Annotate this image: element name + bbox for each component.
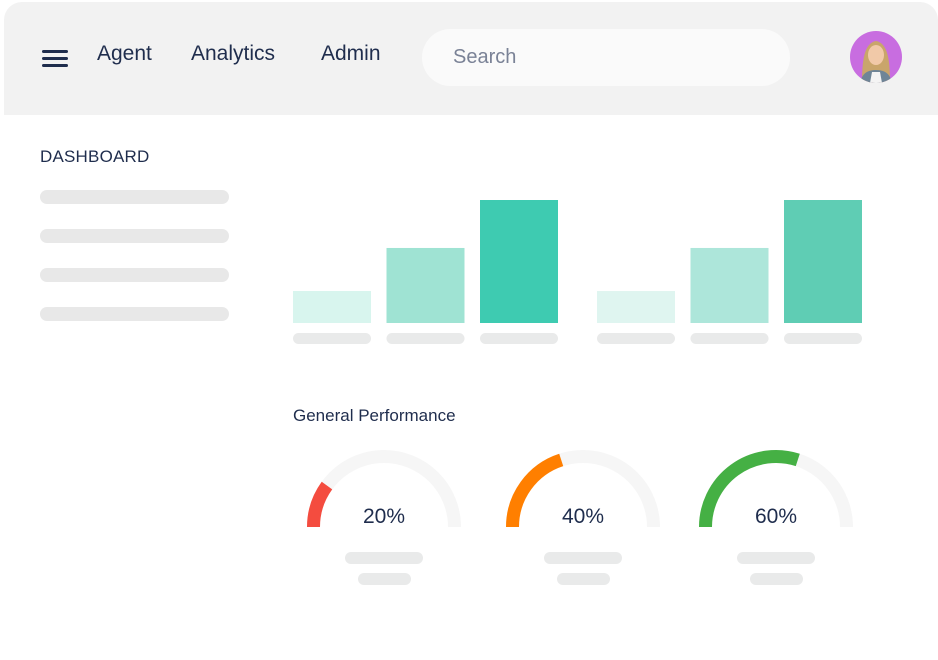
app-window: Agent Analytics Admin DASHBOARD 20% 40% 60… — [4, 2, 938, 658]
gauge-fill — [699, 450, 800, 528]
gauge-label-placeholder — [345, 552, 423, 564]
sidebar-placeholder-item — [40, 268, 229, 282]
bar-label-placeholder — [784, 333, 862, 344]
sidebar-placeholder-item — [40, 307, 229, 321]
charts-canvas: 20% 40% 60% — [293, 200, 862, 585]
bar — [690, 247, 769, 323]
bar-label-placeholder — [597, 333, 675, 344]
avatar[interactable] — [850, 31, 902, 83]
gauge-value-label: 40% — [562, 505, 604, 528]
bar-label-placeholder — [293, 333, 371, 344]
general-performance-title: General Performance — [293, 406, 456, 425]
gauge-sublabel-placeholder — [358, 573, 411, 585]
hamburger-menu-icon[interactable] — [42, 48, 68, 68]
nav-analytics[interactable]: Analytics — [191, 42, 276, 65]
nav-agent[interactable]: Agent — [97, 42, 152, 65]
gauge-fill — [307, 481, 333, 528]
gauge-label-placeholder — [737, 552, 815, 564]
bar — [293, 291, 371, 323]
bar-label-placeholder — [690, 333, 769, 344]
bar — [386, 247, 465, 323]
gauge-fill — [506, 453, 564, 528]
top-bar: Agent Analytics Admin — [4, 2, 938, 115]
bar — [784, 200, 862, 323]
dashboard-title: DASHBOARD — [40, 147, 150, 166]
gauge-sublabel-placeholder — [750, 573, 803, 585]
gauge-sublabel-placeholder — [557, 573, 610, 585]
gauge-value-label: 60% — [755, 505, 797, 528]
user-avatar-photo-icon — [860, 41, 892, 83]
sidebar-placeholder-item — [40, 229, 229, 243]
bar-label-placeholder — [386, 333, 465, 344]
search-input[interactable] — [422, 29, 790, 86]
bar — [597, 291, 675, 323]
bar-label-placeholder — [480, 333, 558, 344]
gauge-value-label: 20% — [363, 505, 405, 528]
gauge-label-placeholder — [544, 552, 622, 564]
nav-admin[interactable]: Admin — [321, 42, 381, 65]
sidebar-placeholder-item — [40, 190, 229, 204]
bar — [480, 200, 558, 323]
